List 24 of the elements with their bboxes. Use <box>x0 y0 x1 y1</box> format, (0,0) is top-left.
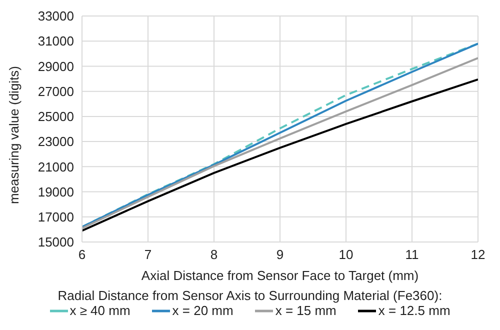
x-tick-label: 12 <box>470 247 486 262</box>
x-tick-label: 8 <box>210 247 218 262</box>
y-tick-label: 17000 <box>38 210 74 225</box>
y-tick-label: 31000 <box>38 34 74 49</box>
x-tick-label: 6 <box>78 247 86 262</box>
x-tick-label: 9 <box>276 247 284 262</box>
y-tick-label: 15000 <box>38 234 74 250</box>
y-tick-label: 25000 <box>38 109 74 124</box>
y-axis-title: measuring value (digits) <box>6 66 22 204</box>
y-tick-label: 27000 <box>38 84 74 99</box>
x-axis-title: Axial Distance from Sensor Face to Target (mm) <box>141 268 419 283</box>
y-tick-label: 21000 <box>38 159 74 174</box>
y-tick-label: 33000 <box>38 8 74 24</box>
x-tick-label: 10 <box>338 247 354 262</box>
legend-label: x = 15 mm <box>274 303 336 318</box>
x-tick-label: 11 <box>405 247 419 262</box>
legend-label: x = 20 mm <box>171 303 234 318</box>
legend-label: x ≥ 40 mm <box>68 303 130 318</box>
y-tick-label: 29000 <box>38 58 74 74</box>
y-tick-label: 23000 <box>38 134 74 150</box>
y-tick-label: 19000 <box>38 184 74 200</box>
x-tick-label: 7 <box>144 247 152 262</box>
legend-title: Radial Distance from Sensor Axis to Surrounding Material (Fe360): <box>56 288 444 303</box>
legend-label: x = 12.5 mm <box>377 303 450 318</box>
